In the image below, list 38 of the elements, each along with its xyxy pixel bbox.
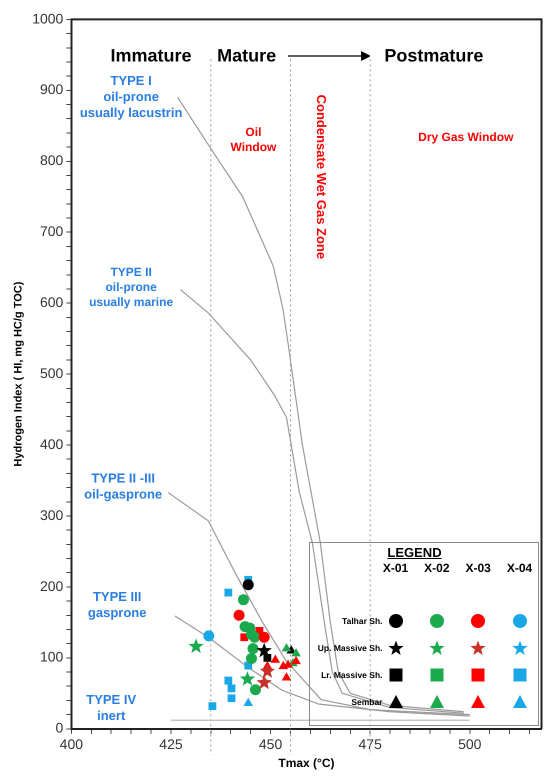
annotation: X-01 bbox=[382, 560, 410, 575]
annotation: Condensate Wet Gas Zone bbox=[314, 94, 329, 260]
y-tick-label: 500 bbox=[40, 364, 64, 381]
x-tick-label: 500 bbox=[458, 736, 482, 752]
y-tick-label: 100 bbox=[40, 648, 64, 665]
legend-label: Talhar Sh. bbox=[342, 616, 382, 626]
y-tick-label: 700 bbox=[40, 223, 64, 240]
annotation: TYPE IV inert bbox=[86, 692, 136, 723]
x-axis-title: Tmax (°C) bbox=[278, 756, 334, 770]
annotation: TYPE II -III oil-gasprone bbox=[84, 470, 162, 502]
y-tick-label: 300 bbox=[40, 506, 64, 523]
y-tick-label: 600 bbox=[40, 294, 64, 310]
annotation: Immature bbox=[110, 45, 192, 66]
annotation: TYPE I oil-prone usually lacustrin bbox=[80, 73, 182, 120]
legend-title: LEGEND bbox=[387, 544, 442, 560]
x-tick-label: 475 bbox=[358, 736, 382, 752]
annotation: X-03 bbox=[464, 560, 492, 575]
annotation: TYPE II oil-prone usually marine bbox=[89, 264, 174, 309]
annotation: Mature bbox=[217, 45, 276, 66]
x-tick-label: 425 bbox=[159, 736, 183, 752]
annotation: TYPE III gasprone bbox=[88, 588, 146, 620]
y-tick-label: 900 bbox=[40, 81, 64, 98]
x-tick-label: 450 bbox=[258, 736, 282, 752]
legend-label: Up. Massive Sh. bbox=[318, 642, 382, 653]
annotation: Dry Gas Window bbox=[418, 130, 514, 144]
x-tick-label: 400 bbox=[60, 736, 84, 752]
annotation: Postmature bbox=[384, 45, 484, 66]
y-tick-label: 200 bbox=[40, 578, 64, 594]
y-tick-label: 1000 bbox=[32, 10, 64, 26]
y-tick-label: 0 bbox=[56, 720, 64, 736]
annotation: X-02 bbox=[423, 560, 450, 575]
annotation: Oil Window bbox=[230, 124, 278, 154]
legend-label: Sembar bbox=[351, 696, 382, 707]
annotation: X-04 bbox=[506, 560, 534, 575]
y-tick-label: 800 bbox=[40, 152, 64, 168]
legend-label: Lr. Massive Sh. bbox=[321, 670, 382, 680]
y-axis-title: Hydrogen Index ( HI, mg HC/g TOC) bbox=[12, 281, 25, 467]
y-tick-label: 400 bbox=[40, 436, 64, 452]
